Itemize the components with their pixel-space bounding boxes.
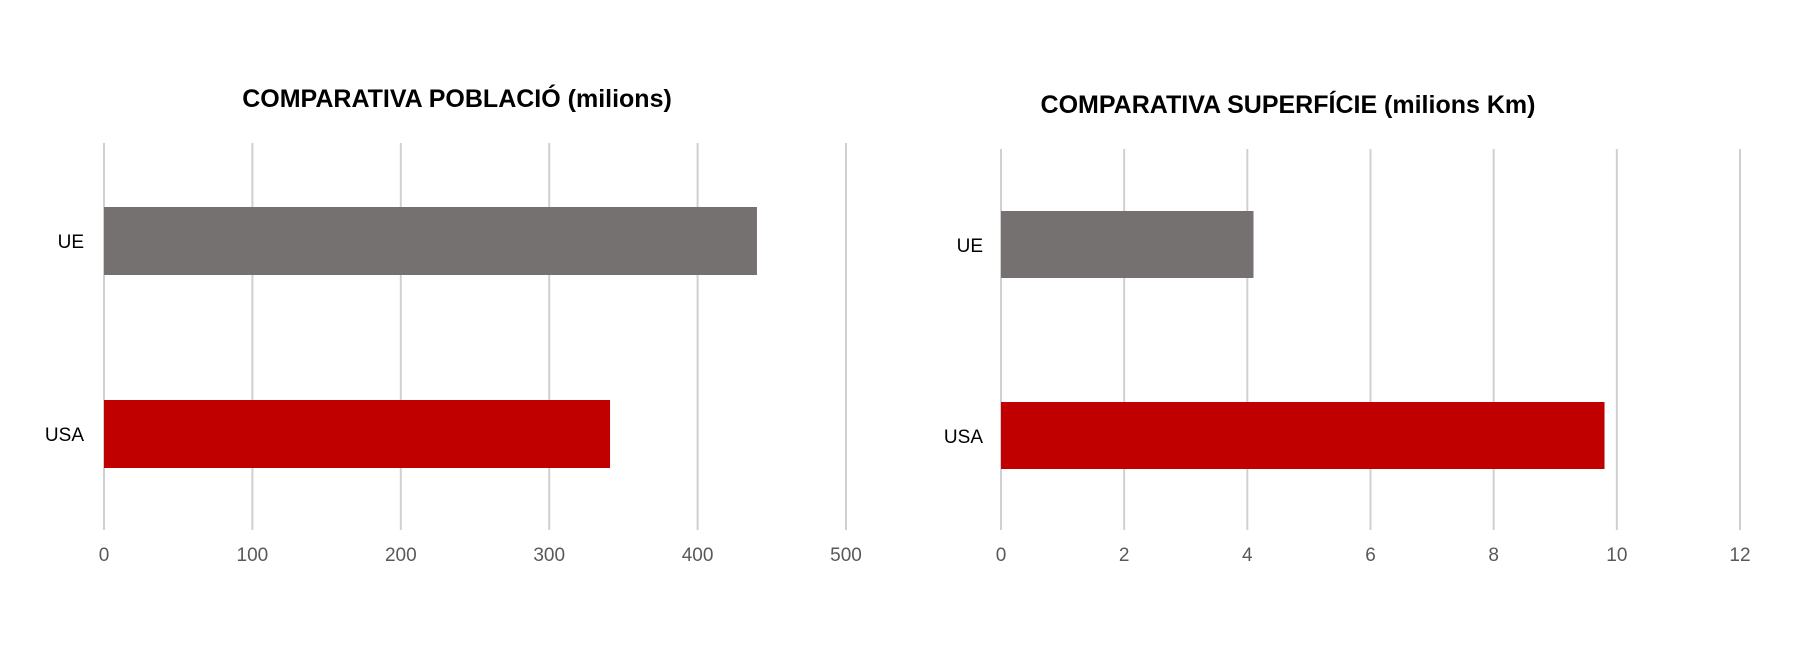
area-chart: COMPARATIVA SUPERFÍCIE (milions Km) UE U… bbox=[944, 90, 1751, 566]
x-tick-label: 6 bbox=[1365, 545, 1376, 566]
x-tick-label: 8 bbox=[1488, 545, 1499, 566]
x-tick-label: 2 bbox=[1119, 545, 1130, 566]
bar-ue bbox=[104, 207, 757, 275]
chart-title: COMPARATIVA POBLACIÓ (milions) bbox=[242, 83, 672, 113]
x-tick-label: 10 bbox=[1606, 545, 1627, 566]
bar-usa bbox=[1001, 402, 1605, 469]
x-tick-label: 0 bbox=[996, 545, 1007, 566]
chart-title: COMPARATIVA SUPERFÍCIE (milions Km) bbox=[1041, 90, 1536, 119]
bar-ue bbox=[1001, 211, 1254, 278]
bar-usa bbox=[104, 400, 611, 468]
x-tick-label: 400 bbox=[682, 545, 714, 566]
x-tick-label: 100 bbox=[237, 545, 269, 566]
category-label-usa: USA bbox=[45, 425, 84, 446]
x-tick-label: 500 bbox=[830, 545, 862, 566]
population-chart: COMPARATIVA POBLACIÓ (milions) UE USA 0 1… bbox=[45, 83, 862, 566]
x-tick-label: 12 bbox=[1729, 545, 1750, 566]
category-label-ue: UE bbox=[957, 236, 983, 257]
x-tick-label: 0 bbox=[99, 545, 110, 566]
x-tick-label: 4 bbox=[1242, 545, 1253, 566]
x-tick-label: 200 bbox=[385, 545, 417, 566]
category-label-ue: UE bbox=[58, 232, 84, 253]
category-label-usa: USA bbox=[944, 427, 983, 448]
x-tick-label: 300 bbox=[533, 545, 565, 566]
